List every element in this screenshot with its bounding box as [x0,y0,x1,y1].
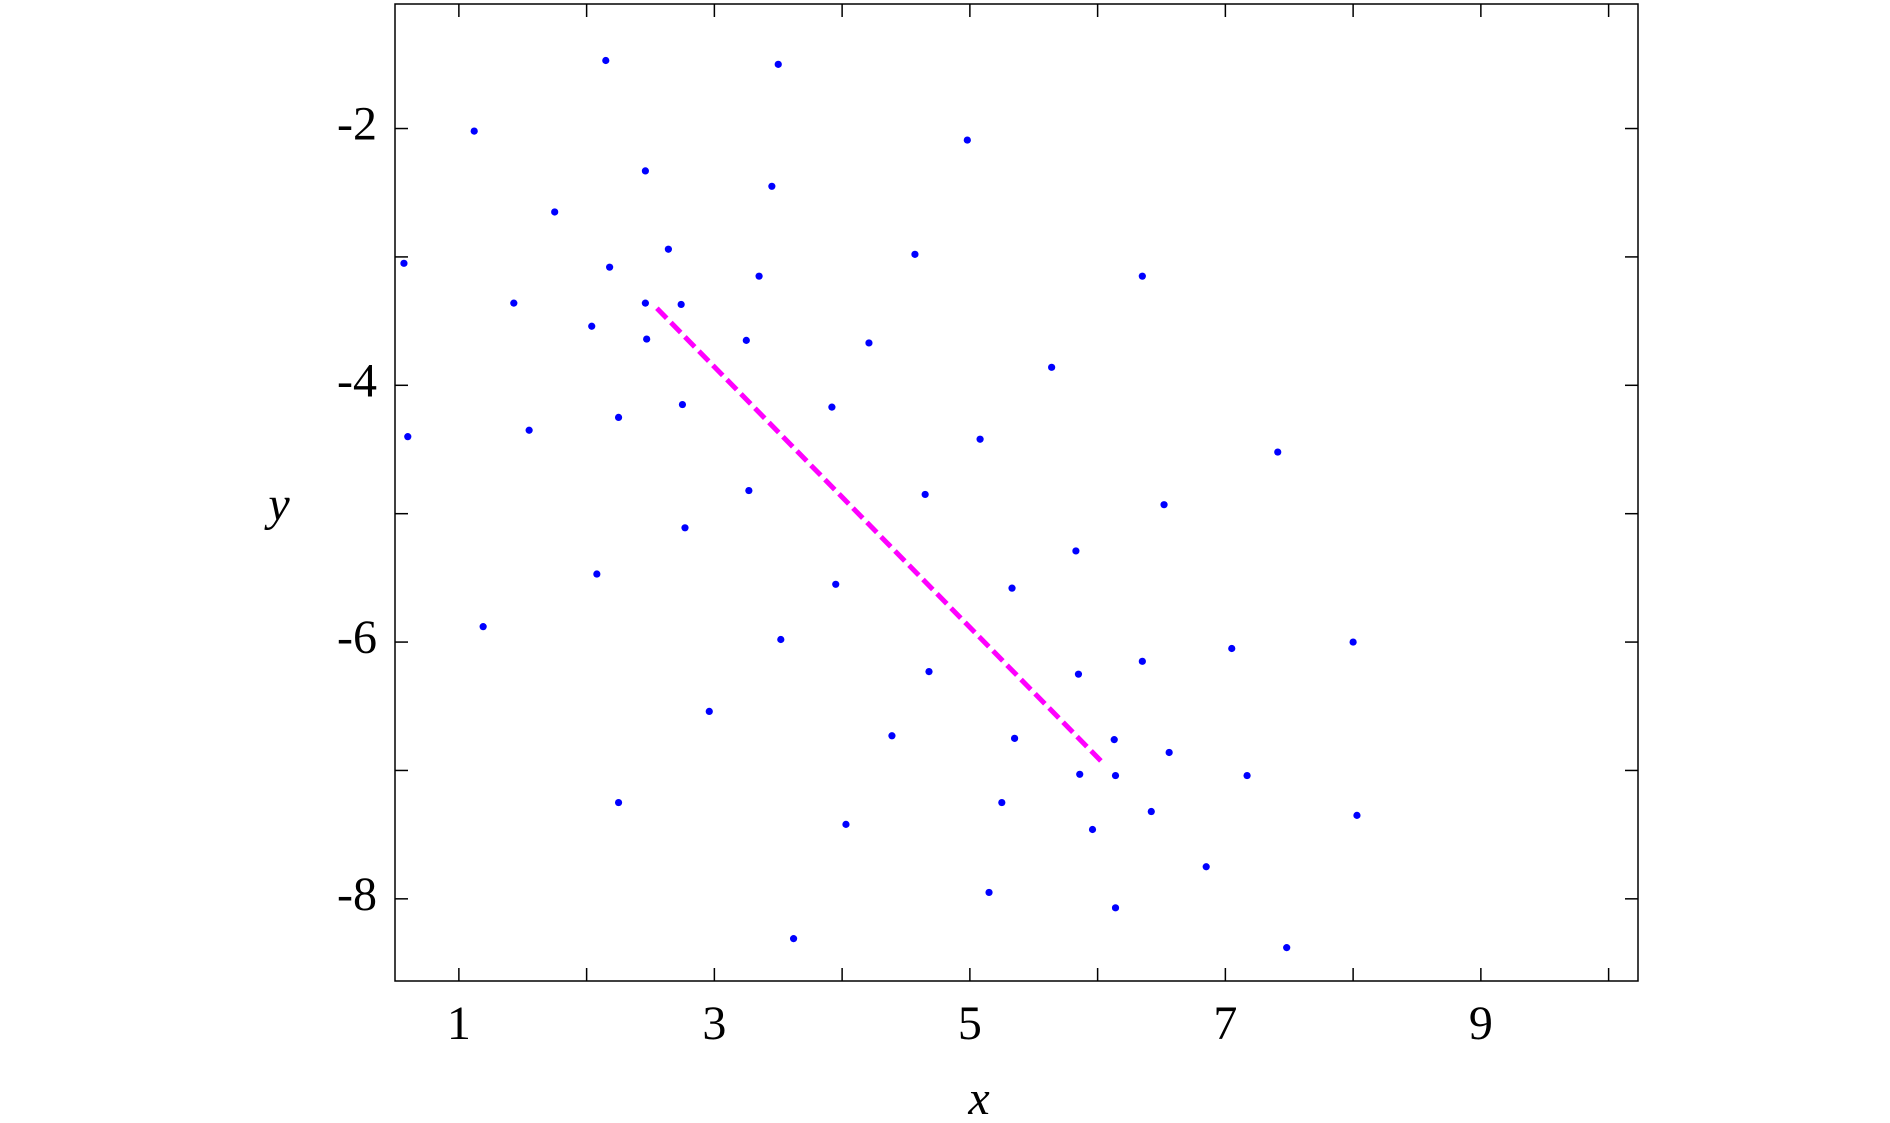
data-point [998,798,1006,807]
data-point [470,127,478,135]
y-axis-title: y [263,478,290,531]
data-point [678,400,687,409]
data-point [925,667,933,676]
x-axis-title: x [967,1072,989,1123]
data-point [789,935,798,943]
data-point [1274,448,1282,456]
data-point [976,435,984,443]
data-point [1160,501,1168,509]
data-point [677,300,685,309]
data-point [911,250,919,258]
data-point [602,56,610,65]
y-tick-label: -6 [337,611,377,664]
y-tick-label: -8 [337,868,377,921]
data-point [1110,736,1118,744]
data-point [1010,734,1019,742]
data-point [525,426,533,434]
data-point [1165,748,1173,757]
data-point [404,433,412,441]
data-point [614,798,623,807]
y-tick-label: -4 [337,354,377,407]
data-point [865,339,873,347]
data-point [1138,272,1146,280]
data-point [1074,670,1083,678]
data-point [1353,811,1361,819]
data-point [1008,584,1016,592]
data-point [681,524,689,532]
data-point [1076,770,1084,778]
x-tick-label: 7 [1213,997,1237,1050]
x-tick-label: 3 [702,997,726,1050]
data-point [842,820,850,828]
data-point [1202,863,1210,871]
data-point [745,486,753,495]
data-point [888,732,896,740]
data-point [664,245,672,253]
data-point [828,403,836,411]
data-point [400,259,408,267]
data-point [1111,771,1120,780]
data-point [742,336,750,344]
data-point [1147,807,1155,816]
data-point [588,322,596,330]
x-tick-label: 5 [958,997,982,1050]
data-point [985,888,993,897]
data-point [777,635,785,644]
plot-frame [394,3,1639,982]
data-point [1088,825,1097,834]
x-tick-label: 1 [447,997,471,1050]
plot-area [400,56,1361,952]
data-point [1349,638,1357,646]
segment-line [655,306,1106,766]
data-point [832,580,840,588]
data-point [921,490,929,499]
data-point [1138,657,1146,665]
data-point [1243,771,1251,780]
data-point [774,60,782,68]
data-point [1228,644,1236,653]
data-point [614,413,623,421]
data-point [479,623,487,631]
data-point [963,136,971,144]
data-point [551,208,559,216]
data-point [705,707,713,715]
data-point [641,167,649,175]
data-point [641,299,649,307]
data-point [755,272,763,280]
data-point [606,263,614,271]
data-point [1072,547,1080,555]
data-point [1048,363,1056,371]
data-point [1283,944,1291,952]
data-point [593,570,601,578]
y-tick-label: -2 [337,98,377,151]
data-point [768,182,776,190]
data-point [510,299,518,307]
data-point [1111,904,1120,912]
x-tick-label: 9 [1469,997,1493,1050]
data-point [643,335,651,343]
